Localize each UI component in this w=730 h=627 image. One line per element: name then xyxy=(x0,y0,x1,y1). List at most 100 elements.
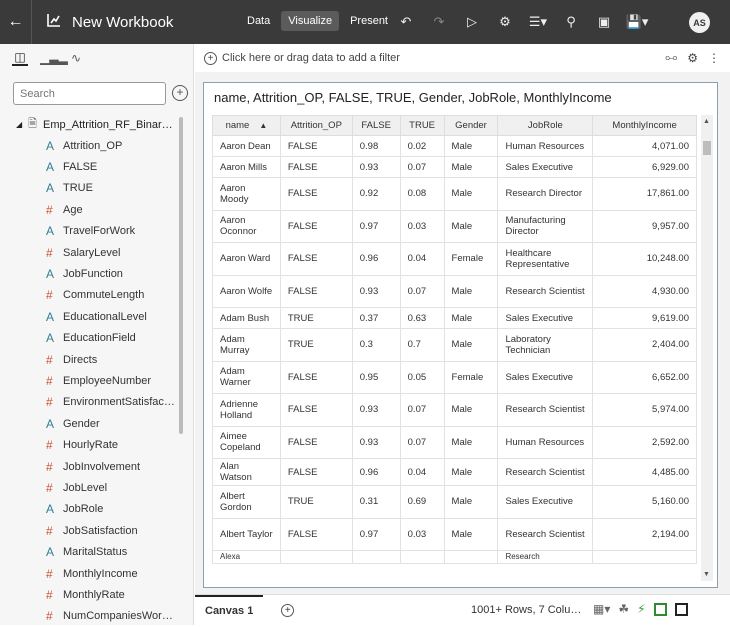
column-header[interactable]: Gender xyxy=(443,115,499,136)
grid-layout-icon[interactable]: ▦▾ xyxy=(593,602,611,616)
play-icon[interactable]: ▷ xyxy=(467,14,477,29)
field-item[interactable]: # JobLevel xyxy=(0,477,184,498)
table-cell: Alexa xyxy=(212,550,281,564)
redo-icon[interactable]: ↷ xyxy=(433,14,445,29)
table-row[interactable]: Adrienne Holland FALSE 0.93 0.07 Male Researc… xyxy=(212,393,697,427)
visualizations-tab-icon[interactable]: ▁▃▂ xyxy=(40,51,68,65)
right-panel-toggle-icon[interactable] xyxy=(674,602,688,616)
column-header[interactable]: TRUE xyxy=(399,115,445,136)
table-row[interactable]: Adam Bush TRUE 0.37 0.63 Male Sales Executive… xyxy=(212,307,697,329)
field-item[interactable]: A EducationField xyxy=(0,328,184,349)
table-visualization[interactable]: name, Attrition_OP, FALSE, TRUE, Gender,… xyxy=(203,82,718,588)
menu-dropdown-icon[interactable]: ☰▾ xyxy=(528,14,548,29)
table-row[interactable]: Alan Watson FALSE 0.96 0.04 Male Research Sci… xyxy=(212,458,697,486)
pin-icon[interactable]: ☘ xyxy=(618,602,630,616)
table-row[interactable]: Aaron Oconnor FALSE 0.97 0.03 Male Manufactur… xyxy=(212,209,697,243)
column-header[interactable]: Attrition_OP xyxy=(279,115,353,136)
column-header[interactable]: name ▲ xyxy=(212,115,281,136)
field-label: EnvironmentSatisfac… xyxy=(63,396,175,409)
left-panel-toggle-icon[interactable] xyxy=(653,602,667,616)
scroll-up-icon[interactable]: ▲ xyxy=(703,118,710,125)
auto-apply-icon[interactable]: ⚙ xyxy=(687,50,698,65)
filter-placeholder[interactable]: Click here or drag data to add a filter xyxy=(222,52,400,64)
table-row[interactable]: Aaron Dean FALSE 0.98 0.02 Male Human Resourc… xyxy=(212,135,697,157)
mode-present-tab[interactable]: Present xyxy=(350,15,388,27)
field-item[interactable]: A JobFunction xyxy=(0,263,184,284)
table-cell: Research Scientist xyxy=(497,274,594,308)
column-header-label: MonthlyIncome xyxy=(612,120,677,131)
column-header[interactable]: MonthlyIncome xyxy=(592,115,697,136)
table-row[interactable]: Albert Gordon TRUE 0.31 0.69 Male Sales Execu… xyxy=(212,485,697,519)
field-item[interactable]: # Directs xyxy=(0,349,184,370)
refresh-data-icon[interactable]: ⚙ xyxy=(499,14,511,29)
field-item[interactable]: # MonthlyRate xyxy=(0,584,184,605)
field-item[interactable]: A TRUE xyxy=(0,178,184,199)
scroll-down-icon[interactable]: ▼ xyxy=(703,571,710,578)
sidebar-scrollbar[interactable] xyxy=(179,117,183,434)
field-item[interactable]: # JobInvolvement xyxy=(0,456,184,477)
table-cell: Male xyxy=(443,274,499,308)
field-item[interactable]: # HourlyRate xyxy=(0,434,184,455)
table-row[interactable]: Adam Murray TRUE 0.3 0.7 Male Laboratory Tech… xyxy=(212,328,697,362)
panel-tabs: ◫ ▁▃▂ ∿ xyxy=(0,44,193,72)
mode-data-tab[interactable]: Data xyxy=(247,15,271,27)
field-item[interactable]: # EnvironmentSatisfac… xyxy=(0,392,184,413)
numeric-type-icon: # xyxy=(46,587,53,602)
field-item[interactable]: A FALSE xyxy=(0,156,184,177)
search-input[interactable] xyxy=(13,82,166,105)
table-row[interactable]: Aaron Mills FALSE 0.93 0.07 Male Sales Execut… xyxy=(212,156,697,178)
field-item[interactable]: A Attrition_OP xyxy=(0,135,184,156)
table-cell: Adam Warner xyxy=(212,360,281,394)
field-item[interactable]: # NumCompaniesWor… xyxy=(0,606,184,627)
dataset-label: Emp_Attrition_RF_Binar… xyxy=(43,118,173,131)
insights-bulb-icon[interactable]: ⚲ xyxy=(566,14,576,29)
filter-bar[interactable]: + Click here or drag data to add a filte… xyxy=(195,44,730,72)
more-options-icon[interactable]: ⋮ xyxy=(708,50,720,65)
canvas-tab[interactable]: Canvas 1 xyxy=(195,594,264,626)
lightning-icon[interactable]: ⚡ xyxy=(637,602,646,616)
expand-caret-icon[interactable]: ◢ xyxy=(16,120,23,129)
add-data-icon[interactable]: + xyxy=(172,85,188,101)
field-item[interactable]: # SalaryLevel xyxy=(0,242,184,263)
field-item[interactable]: A JobRole xyxy=(0,499,184,520)
field-label: NumCompaniesWor… xyxy=(63,610,173,623)
field-item[interactable]: A TravelForWork xyxy=(0,221,184,242)
mode-visualize-tab[interactable]: Visualize xyxy=(281,11,340,31)
table-cell: FALSE xyxy=(279,517,353,551)
table-row[interactable]: Alexa Research xyxy=(212,550,697,564)
table-row[interactable]: Adam Warner FALSE 0.95 0.05 Female Sales Exec… xyxy=(212,360,697,394)
undo-icon[interactable]: ↶ xyxy=(400,14,412,29)
field-item[interactable]: # CommuteLength xyxy=(0,285,184,306)
field-item[interactable]: A EducationalLevel xyxy=(0,306,184,327)
workbook-title[interactable]: New Workbook xyxy=(72,13,174,31)
field-item[interactable]: # JobSatisfaction xyxy=(0,520,184,541)
data-tab-icon[interactable]: ◫ xyxy=(12,50,28,66)
user-avatar[interactable]: AS xyxy=(689,12,710,33)
table-cell: Male xyxy=(443,177,499,211)
add-canvas-icon[interactable]: + xyxy=(281,603,295,617)
field-item[interactable]: # MonthlyIncome xyxy=(0,563,184,584)
field-item[interactable]: # EmployeeNumber xyxy=(0,370,184,391)
table-row[interactable]: Albert Taylor FALSE 0.97 0.03 Male Research S… xyxy=(212,517,697,551)
column-header[interactable]: JobRole xyxy=(497,115,594,136)
table-row[interactable]: Aaron Ward FALSE 0.96 0.04 Female Healthcare … xyxy=(212,242,697,276)
field-item[interactable]: # Age xyxy=(0,199,184,220)
add-filter-icon[interactable]: + xyxy=(204,51,217,65)
field-item[interactable]: A MaritalStatus xyxy=(0,541,184,562)
table-row[interactable]: Aaron Wolfe FALSE 0.93 0.07 Male Research Sci… xyxy=(212,274,697,308)
sort-ascending-icon[interactable]: ▲ xyxy=(259,121,268,130)
export-icon[interactable]: ▣ xyxy=(597,14,611,29)
column-header[interactable]: FALSE xyxy=(351,115,401,136)
table-row[interactable]: Aimee Copeland FALSE 0.93 0.07 Male Human Res… xyxy=(212,425,697,459)
field-item[interactable]: A Gender xyxy=(0,413,184,434)
numeric-type-icon: # xyxy=(46,202,53,217)
filter-funnel-icon[interactable]: ⧟ xyxy=(665,50,678,64)
table-cell: FALSE xyxy=(279,177,353,211)
back-arrow-icon[interactable]: ← xyxy=(0,0,32,44)
dataset-node[interactable]: ◢ 🗎 Emp_Attrition_RF_Binar… xyxy=(0,114,184,135)
save-dropdown-icon[interactable]: 💾▾ xyxy=(625,14,649,29)
scroll-thumb[interactable] xyxy=(703,141,711,155)
table-scrollbar[interactable]: ▲ ▼ xyxy=(701,115,713,581)
table-row[interactable]: Aaron Moody FALSE 0.92 0.08 Male Research Dir… xyxy=(212,177,697,211)
analytics-tab-icon[interactable]: ∿ xyxy=(70,51,82,65)
